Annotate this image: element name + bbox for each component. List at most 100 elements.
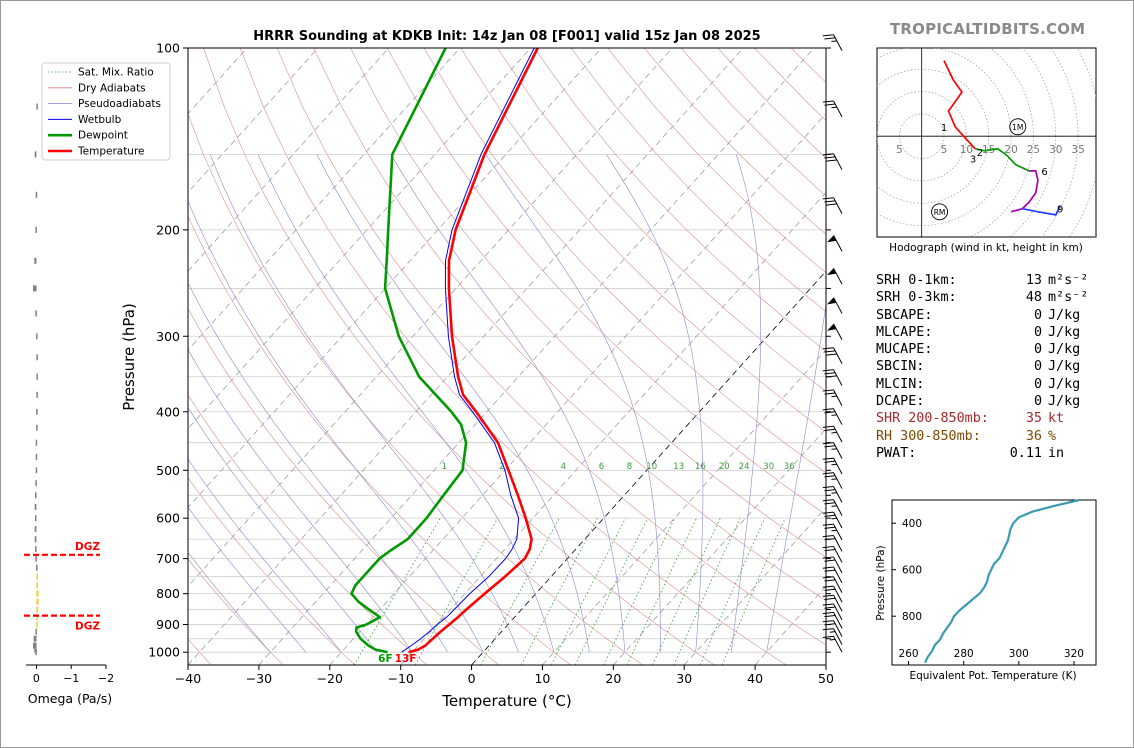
profile-dewpoint	[350, 48, 468, 654]
skewt-xlabel: Temperature (°C)	[441, 692, 571, 710]
wind-barb	[822, 457, 843, 475]
index-value: 0	[1033, 376, 1042, 392]
isotherm-line	[188, 48, 744, 665]
hodograph-segment	[1022, 205, 1061, 216]
dry-adiabat	[203, 48, 715, 665]
x-tick-label: −30	[246, 671, 272, 686]
wind-barb	[822, 545, 843, 563]
dry-adiabat	[386, 48, 826, 516]
y-tick-label: 100	[156, 41, 180, 56]
y-tick-label: 200	[156, 222, 180, 237]
wind-barb	[822, 347, 843, 364]
index-value: 0	[1033, 359, 1042, 375]
omega-bar	[34, 257, 37, 264]
index-unit: J/kg	[1048, 359, 1081, 375]
omega-xlabel: Omega (Pa/s)	[28, 691, 112, 706]
wind-barb	[822, 511, 843, 529]
skewt-background-lines: 1 2 4 6 8 10 13 16 20 24 30 36	[188, 48, 826, 665]
omega-tick-label: 0	[33, 672, 40, 685]
isotherm-line	[188, 48, 531, 430]
dry-adiabat	[188, 477, 356, 665]
mixing-ratio-line	[721, 518, 786, 665]
omega-bar	[36, 391, 38, 398]
theta-e-line	[924, 498, 1080, 664]
pseudoadiabat	[606, 154, 704, 653]
omega-bar	[33, 642, 37, 649]
wind-barb	[822, 611, 843, 629]
legend-label: Sat. Mix. Ratio	[78, 67, 154, 79]
dgz-label: DGZ	[75, 541, 100, 553]
wind-barb	[822, 408, 843, 425]
y-tick-label: 700	[156, 551, 180, 566]
theta-e-xtick-label: 280	[954, 648, 974, 660]
profile-temperature	[408, 48, 539, 654]
dry-adiabat	[497, 48, 826, 392]
y-tick-label: 1000	[148, 645, 180, 660]
x-tick-label: −40	[175, 671, 201, 686]
x-tick-label: 50	[818, 671, 834, 686]
y-tick-label: 800	[156, 586, 180, 601]
isotherm-line	[188, 48, 390, 272]
wind-barb	[822, 153, 843, 170]
mixing-ratio-line	[652, 518, 721, 665]
omega-bar	[34, 536, 37, 543]
index-value: 0.11	[1009, 445, 1042, 461]
omega-bar	[35, 453, 38, 460]
isotherm-line	[188, 48, 319, 194]
pseudoadiabat	[188, 406, 377, 653]
mixing-ratio-label: 8	[627, 462, 632, 472]
omega-bar	[36, 614, 39, 621]
theta-e-xlabel: Equivalent Pot. Temperature (K)	[909, 670, 1076, 682]
legend-label: Dry Adiabats	[78, 82, 146, 94]
wind-barb	[822, 534, 843, 552]
hodograph-marker	[931, 203, 949, 221]
pseudoadiabat	[485, 154, 661, 653]
hodograph-height-label: 9	[1057, 205, 1063, 216]
index-unit: J/kg	[1048, 342, 1081, 358]
x-tick-label: 40	[747, 671, 763, 686]
index-row: SRH 0-3km: 48 m²s⁻²	[876, 289, 1091, 306]
isotherm-line	[188, 48, 461, 351]
mixing-ratio-line	[626, 518, 697, 665]
hodograph-marker-label: 1M	[1012, 123, 1023, 132]
index-row: MLCAPE: 0 J/kg	[876, 324, 1091, 341]
index-unit: J/kg	[1048, 307, 1081, 323]
theta-e-ytick-label: 800	[902, 611, 922, 623]
hodograph-marker	[1009, 118, 1027, 136]
dgz-label: DGZ	[75, 621, 100, 633]
mixing-ratio-label: 24	[739, 462, 750, 472]
pseudoadiabat	[257, 154, 555, 653]
x-tick-label: −20	[317, 671, 343, 686]
index-label: DCAPE:	[876, 394, 925, 410]
pseudoadiabat	[209, 154, 519, 653]
omega-bar	[36, 103, 38, 110]
pseudoadiabat	[730, 154, 761, 653]
omega-bar	[35, 515, 37, 522]
mixing-ratio-label: 2	[499, 462, 504, 472]
pseudoadiabat	[188, 551, 271, 653]
dry-adiabat	[350, 48, 826, 558]
mixing-ratio-line	[353, 517, 441, 665]
hodograph-caption: Hodograph (wind in kt, height in km)	[889, 242, 1083, 254]
theta-e-chart: 260 280 300 320 400 600 800	[891, 498, 1097, 666]
omega-bar	[36, 408, 38, 415]
hodograph-segment	[943, 60, 976, 150]
index-value: 0	[1033, 307, 1042, 323]
index-value: 0	[1033, 394, 1042, 410]
y-tick-label: 900	[156, 617, 180, 632]
index-row: PWAT: 0.11 in	[876, 445, 1091, 462]
mixing-ratio-line	[603, 518, 676, 665]
profile-wetbulb	[401, 48, 535, 653]
dry-adiabat	[533, 48, 826, 352]
omega-bar	[36, 373, 38, 380]
chart-legend: Sat. Mix. Ratio Dry Adiabats Pseudoadiabat…	[41, 62, 171, 161]
wind-barb	[822, 620, 843, 637]
x-tick-label: −10	[387, 671, 413, 686]
omega-bar	[36, 424, 38, 431]
index-value: 36	[1025, 428, 1042, 444]
pseudoadiabat	[316, 154, 590, 653]
y-tick-label: 400	[156, 404, 180, 419]
wind-barb	[827, 268, 843, 285]
hodograph-height-label: 2	[977, 148, 983, 159]
